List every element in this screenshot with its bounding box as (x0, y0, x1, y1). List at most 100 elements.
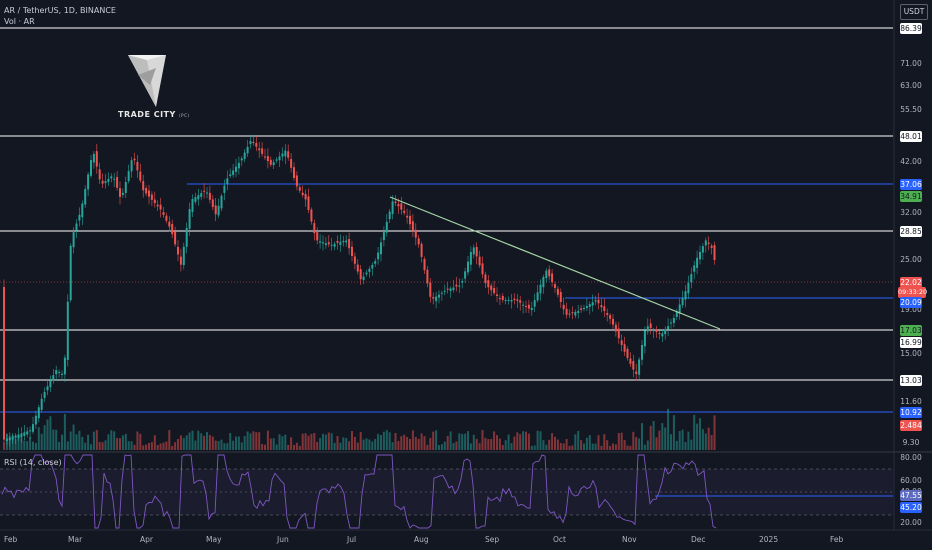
volume-bar (156, 445, 159, 450)
candle-body (58, 371, 61, 373)
candle-body (290, 159, 293, 168)
volume-bar (52, 429, 55, 450)
candle-body (574, 311, 577, 316)
volume-bar (568, 445, 571, 450)
level-34-label[interactable]: 34.91 (900, 191, 922, 202)
volume-bar (638, 438, 641, 450)
level-20-label[interactable]: 20.09 (900, 297, 922, 308)
level-37-label[interactable]: 37.06 (900, 179, 922, 190)
candle-body (32, 424, 34, 432)
current-price-label[interactable]: 22.02 (900, 277, 922, 288)
logo-text: TRADE CITY (PC) (118, 110, 189, 119)
volume-bar (214, 440, 217, 450)
volume-bar (614, 444, 617, 450)
volume-bar (148, 442, 150, 450)
candle-body (484, 274, 487, 284)
rsi-value-label[interactable]: 47.55 (900, 490, 922, 501)
candle-body (333, 243, 336, 247)
volume-bar (577, 430, 580, 450)
level-16-label[interactable]: 16.99 (900, 337, 922, 348)
candle-body (632, 361, 635, 370)
level-10-label[interactable]: 10.92 (900, 407, 922, 418)
volume-bar (417, 438, 420, 450)
level-13-label[interactable]: 13.03 (900, 375, 922, 386)
volume-bar (527, 433, 530, 450)
volume-bar (461, 434, 464, 450)
volume-bar (400, 436, 403, 450)
candle-body (652, 330, 655, 332)
candlesticks[interactable] (3, 134, 716, 447)
candle-body (641, 345, 643, 360)
candle-body (66, 301, 69, 360)
volume-bar (278, 434, 281, 450)
candle-body (699, 252, 701, 260)
candle-body (348, 239, 351, 249)
level-17-label[interactable]: 17.03 (900, 325, 922, 336)
candle-body (391, 201, 394, 215)
candle-body (527, 304, 530, 309)
candle-body (487, 280, 490, 288)
descending-trendline[interactable] (389, 196, 721, 330)
rsi-level-label[interactable]: 45.20 (900, 502, 922, 513)
volume-bar (139, 433, 142, 450)
volume-bar (208, 435, 211, 450)
price-tick: 71.00 (900, 59, 922, 68)
volume-bar (272, 438, 275, 450)
volume-legend[interactable]: Vol · AR (4, 17, 35, 26)
candle-body (165, 215, 168, 221)
candle-body (452, 287, 455, 291)
volume-bar (217, 441, 220, 450)
candle-body (409, 215, 411, 225)
volume-bar (690, 439, 693, 450)
volume-bar (588, 435, 591, 450)
candle-body (249, 141, 252, 145)
candle-body (188, 209, 191, 229)
currency-button[interactable]: USDT (900, 4, 928, 20)
volume-bar (435, 430, 438, 450)
volume-bar (162, 442, 165, 450)
candle-body (530, 307, 533, 311)
level-48-label[interactable]: 48.01 (900, 131, 922, 142)
volume-bar (504, 440, 507, 450)
volume-bar (501, 445, 504, 450)
candle-body (191, 199, 194, 213)
volume-bar (629, 445, 632, 450)
candle-body (423, 258, 426, 271)
candle-body (591, 302, 594, 306)
volume-bar (655, 437, 658, 450)
volume-bar (623, 440, 626, 450)
time-tick: Feb (4, 535, 18, 544)
volume-bar (571, 445, 574, 450)
candle-body (197, 195, 200, 200)
volume-label[interactable]: 2.484 (900, 420, 922, 431)
candle-body (588, 304, 591, 307)
volume-bar (609, 445, 612, 450)
volume-bar (104, 440, 107, 450)
volume-bar (61, 434, 63, 450)
level-86-label[interactable]: 86.39 (900, 23, 922, 34)
volume-bar (681, 429, 684, 450)
candle-body (501, 295, 504, 300)
volume-bar (249, 433, 252, 450)
volume-bar (333, 442, 336, 450)
rsi-legend[interactable]: RSI (14, close) (4, 458, 62, 467)
candle-body (223, 185, 226, 193)
volume-bar (110, 430, 113, 450)
candle-body (356, 264, 359, 272)
candle-body (295, 175, 298, 187)
candle-body (5, 438, 8, 442)
candle-body (414, 229, 417, 238)
volume-bar (235, 436, 237, 450)
candle-body (623, 344, 626, 352)
candle-body (382, 232, 385, 241)
volume-bar (490, 439, 493, 450)
volume-bar (290, 437, 293, 450)
symbol-title[interactable]: AR / TetherUS, 1D, BINANCE (4, 6, 116, 15)
candle-body (345, 240, 348, 243)
candle-body (168, 221, 171, 227)
level-28-label[interactable]: 28.85 (900, 226, 922, 237)
volume-bar (556, 439, 559, 450)
time-tick: Feb (830, 535, 844, 544)
candle-body (458, 285, 461, 287)
